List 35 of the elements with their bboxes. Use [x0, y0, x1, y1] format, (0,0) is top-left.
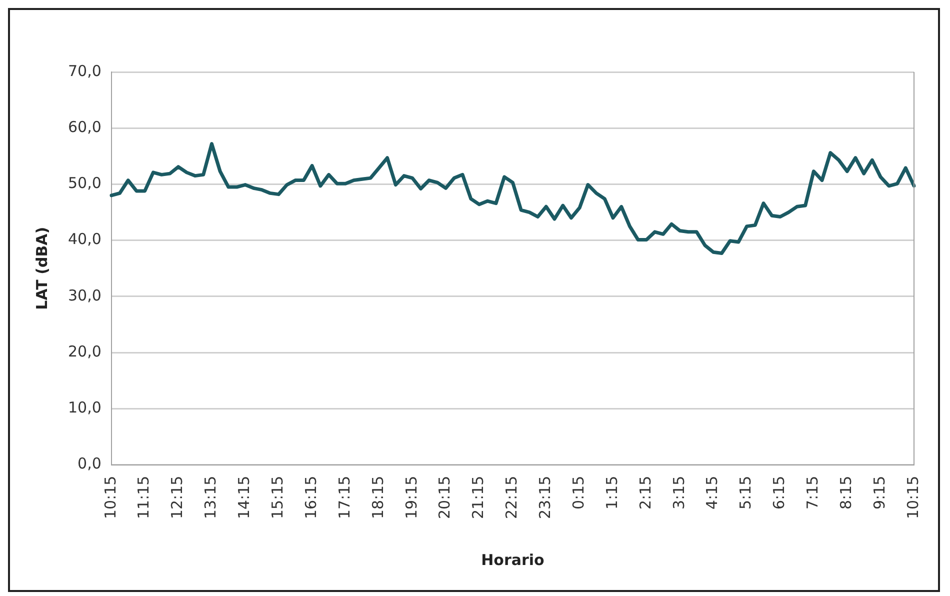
x-tick-label: 21:15 [469, 476, 488, 520]
x-tick-label: 14:15 [235, 476, 254, 520]
y-tick-label: 70,0 [68, 62, 102, 80]
x-tick-label: 7:15 [804, 476, 822, 510]
x-tick-label: 3:15 [670, 476, 688, 510]
x-axis-title: Horario [481, 550, 544, 569]
x-tick-label: 19:15 [402, 476, 420, 520]
x-tick-label: 10:15 [101, 476, 120, 520]
y-tick-label: 10,0 [68, 398, 102, 417]
y-tick-label: 40,0 [68, 230, 102, 248]
x-tick-label: 13:15 [202, 476, 220, 520]
x-tick-label: 18:15 [368, 476, 387, 520]
x-tick-label: 15:15 [268, 476, 286, 520]
y-axis-title: LAT (dBA) [32, 226, 51, 310]
x-tick-label: 11:15 [134, 476, 153, 520]
x-tick-label: 9:15 [870, 476, 888, 510]
y-tick-label: 30,0 [68, 286, 102, 304]
x-tick-label: 0:15 [569, 476, 588, 510]
x-tick-label: 20:15 [436, 476, 454, 520]
x-tick-label: 23:15 [536, 476, 554, 520]
x-tick-label: 12:15 [168, 476, 186, 520]
x-tick-label: 6:15 [770, 476, 788, 510]
x-tick-label: 10:15 [904, 476, 922, 520]
x-tick-label: 4:15 [703, 476, 722, 510]
x-tick-label: 16:15 [302, 476, 320, 520]
x-tick-label: 1:15 [602, 476, 621, 510]
y-tick-label: 50,0 [68, 174, 102, 192]
x-tick-label: 17:15 [335, 476, 354, 520]
y-tick-label: 60,0 [68, 118, 102, 136]
x-tick-label: 22:15 [502, 476, 521, 520]
x-tick-label: 2:15 [636, 476, 654, 510]
x-tick-label: 5:15 [736, 476, 755, 510]
y-tick-label: 0,0 [78, 454, 102, 473]
x-tick-label: 8:15 [837, 476, 856, 510]
y-tick-label: 20,0 [68, 342, 102, 360]
